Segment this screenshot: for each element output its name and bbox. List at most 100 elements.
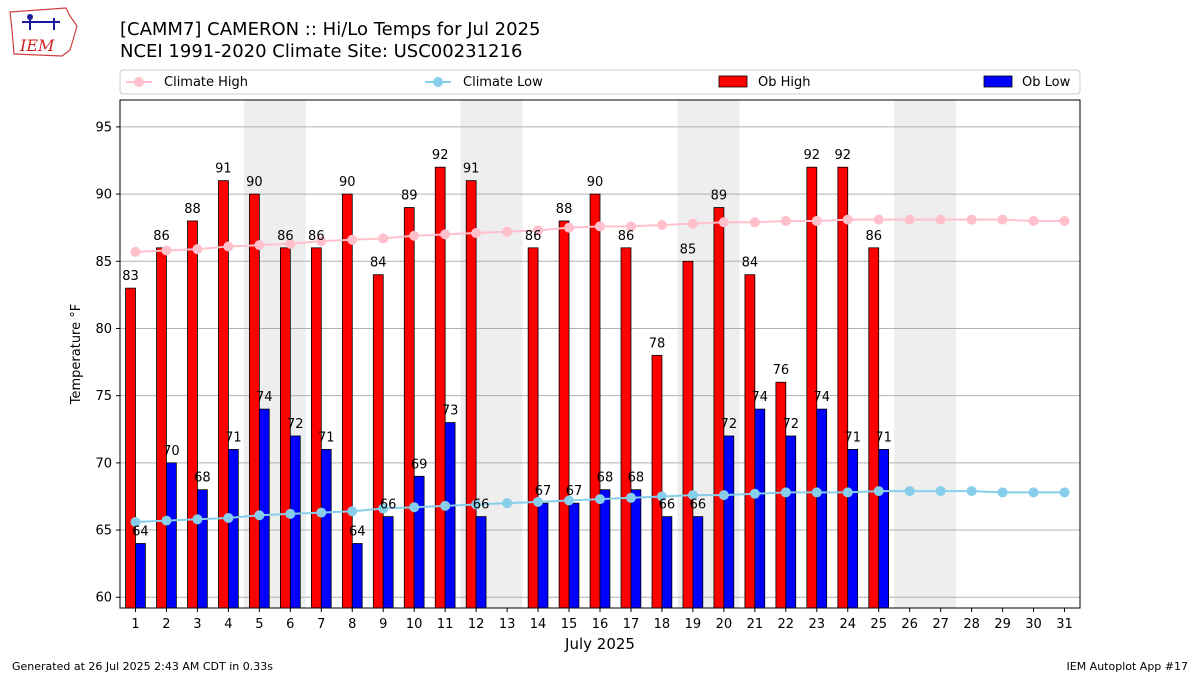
ob-low-value-label-8: 64	[349, 524, 366, 539]
ob-high-value-label-23: 92	[804, 148, 821, 163]
ob-high-value-label-14: 86	[525, 229, 542, 244]
ob-low-value-label-10: 69	[411, 457, 428, 472]
ob-high-value-label-4: 91	[215, 162, 232, 177]
iem-logo: IEM	[9, 7, 78, 57]
ob-low-value-label-17: 68	[628, 471, 645, 486]
ob-low-value-label-16: 68	[597, 471, 614, 486]
climate-high-point-7	[316, 236, 327, 247]
ob-high-bar-12	[465, 180, 477, 609]
x-tick-label-8: 8	[348, 617, 356, 632]
legend-climate-high: Climate High	[126, 75, 248, 90]
ob-high-value-label-20: 89	[711, 189, 728, 204]
ob-low-value-label-21: 74	[752, 390, 769, 405]
ob-high-value-label-16: 90	[587, 175, 604, 190]
ob-high-bar-17	[620, 247, 632, 609]
climate-low-point-12	[471, 499, 482, 510]
y-tick-label-85: 85	[95, 255, 112, 270]
chart-title: [CAMM7] CAMERON :: Hi/Lo Temps for Jul 2…	[120, 19, 541, 40]
ob-high-bar-16	[589, 193, 601, 609]
x-tick-label-13: 13	[499, 617, 516, 632]
climate-low-point-6	[285, 508, 296, 519]
climate-low-point-1	[130, 516, 141, 527]
climate-high-point-17	[625, 221, 636, 232]
x-tick-label-2: 2	[162, 617, 170, 632]
legend: Climate High Climate Low Ob High Ob Low	[119, 69, 1081, 95]
ob-high-value-label-9: 84	[370, 256, 387, 271]
y-tick-label-80: 80	[95, 322, 112, 337]
climate-low-point-5	[254, 510, 265, 521]
ob-low-bar-20	[723, 435, 735, 609]
ob-high-bar-15	[558, 220, 570, 609]
x-tick-label-14: 14	[530, 617, 547, 632]
ob-low-bar-10	[413, 475, 425, 609]
ob-low-value-label-14: 67	[535, 484, 552, 499]
x-tick-label-26: 26	[901, 617, 918, 632]
ob-high-value-label-18: 78	[649, 336, 666, 351]
legend-climate-low: Climate Low	[425, 75, 543, 90]
ob-high-value-label-3: 88	[184, 202, 201, 217]
x-tick-label-10: 10	[406, 617, 423, 632]
ob-high-bar-23	[806, 166, 818, 609]
ob-low-bar-11	[444, 422, 456, 609]
ob-low-bar-15	[568, 502, 580, 609]
ob-high-value-label-11: 92	[432, 148, 449, 163]
climate-high-point-8	[347, 234, 358, 245]
climate-lines	[130, 214, 1070, 527]
climate-low-point-15	[564, 495, 575, 506]
climate-low-point-10	[409, 502, 420, 513]
x-axis-ticks: 1 2 3 4 5 6 7 8 9 10 11 12 13 14 15 16 17 18 19 20 21 22 23 24 2…	[131, 608, 1073, 632]
ob-high-bar-7	[310, 247, 322, 609]
climate-low-point-17	[625, 492, 636, 503]
ob-low-bar-25	[878, 449, 890, 609]
ob-high-value-label-10: 89	[401, 189, 418, 204]
y-tick-label-95: 95	[95, 120, 112, 135]
x-tick-label-17: 17	[623, 617, 640, 632]
climate-high-point-29	[997, 214, 1008, 225]
x-tick-label-25: 25	[870, 617, 887, 632]
ob-high-bar-25	[868, 247, 880, 609]
climate-low-point-16	[595, 494, 605, 505]
ob-low-bar-16	[599, 489, 611, 609]
climate-high-point-30	[1028, 215, 1039, 226]
ob-high-bar-21	[744, 274, 756, 609]
climate-high-point-13	[502, 226, 513, 237]
climate-high-point-16	[595, 221, 605, 232]
ob-low-value-label-23: 74	[813, 390, 830, 405]
climate-low-point-19	[687, 490, 698, 501]
ob-low-bar-2	[166, 462, 177, 609]
ob-high-bar-19	[682, 260, 694, 609]
ob-high-value-label-8: 90	[339, 175, 356, 190]
x-tick-label-20: 20	[716, 617, 733, 632]
ob-low-bar-3	[197, 489, 208, 609]
climate-low-point-24	[842, 487, 853, 498]
climate-low-point-4	[223, 512, 234, 523]
ob-low-value-label-5: 74	[256, 390, 273, 405]
x-tick-label-16: 16	[592, 617, 609, 632]
ob-high-bar-10	[403, 207, 415, 609]
climate-low-point-9	[378, 503, 389, 514]
legend-climate-low-marker	[433, 77, 443, 87]
x-tick-label-6: 6	[286, 617, 294, 632]
x-tick-label-9: 9	[379, 617, 387, 632]
ob-high-value-label-6: 86	[277, 229, 294, 244]
ob-low-value-label-2: 70	[163, 444, 180, 459]
ob-high-bar-3	[187, 220, 198, 609]
y-tick-label-60: 60	[95, 591, 112, 606]
ob-low-value-label-6: 72	[287, 417, 304, 432]
ob-low-bar-18	[661, 516, 673, 609]
y-tick-label-75: 75	[95, 389, 112, 404]
ob-low-bar-6	[289, 435, 301, 609]
legend-ob-low: Ob Low	[983, 75, 1071, 90]
ob-high-value-label-5: 90	[246, 175, 263, 190]
legend-ob-high: Ob High	[718, 75, 811, 90]
ob-low-value-label-1: 64	[132, 524, 149, 539]
ob-low-bar-5	[258, 408, 270, 609]
climate-low-point-3	[192, 514, 203, 525]
ob-high-value-label-19: 85	[680, 242, 697, 257]
climate-high-point-25	[873, 214, 884, 225]
climate-low-point-21	[749, 488, 760, 499]
legend-ob-high-label: Ob High	[758, 75, 811, 90]
ob-high-value-label-25: 86	[865, 229, 882, 244]
climate-low-point-13	[502, 498, 513, 509]
climate-low-point-31	[1059, 487, 1070, 498]
